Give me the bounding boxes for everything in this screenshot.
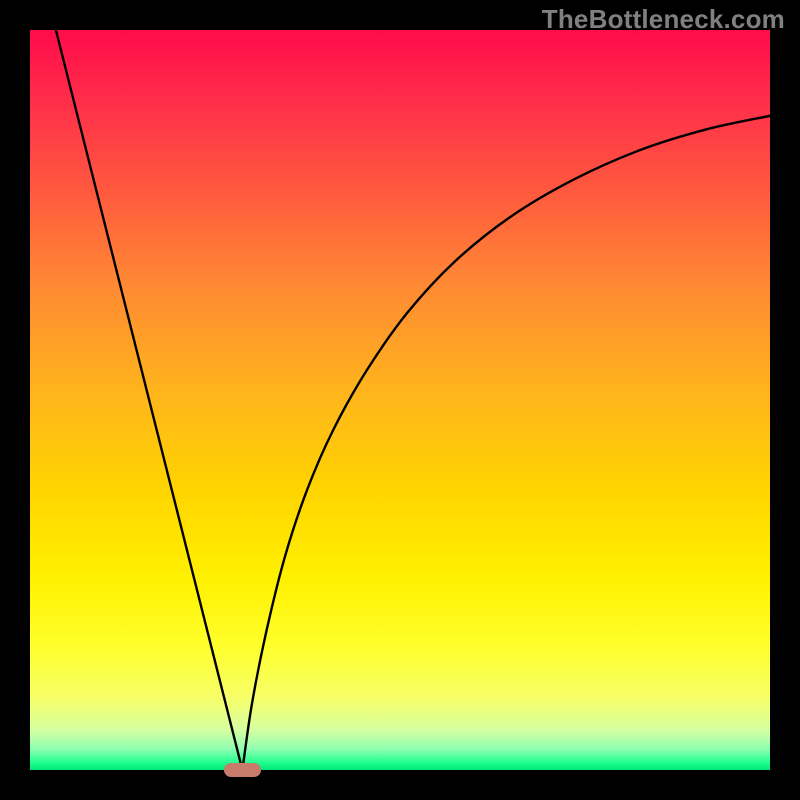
plot-area: [30, 30, 770, 770]
minimum-marker: [224, 763, 261, 778]
watermark-text: TheBottleneck.com: [542, 4, 785, 35]
bottleneck-curve: [30, 30, 770, 770]
